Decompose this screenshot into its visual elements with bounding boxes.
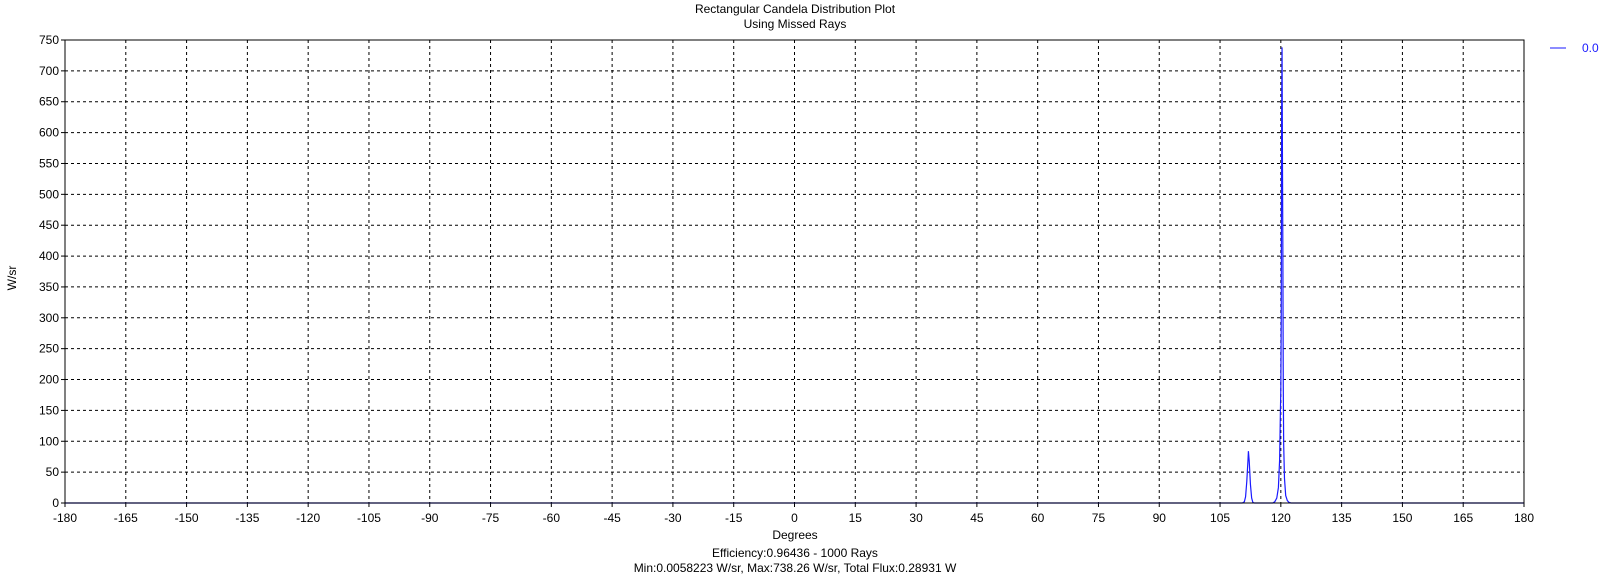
x-tick-label: 90 (1153, 511, 1167, 525)
plot-frame (64, 39, 1525, 504)
x-tick-label: 180 (1514, 511, 1534, 525)
series-line (65, 47, 1524, 504)
y-tick-label: 400 (39, 249, 59, 263)
x-tick-label: -120 (296, 511, 320, 525)
y-tick-label: 650 (39, 95, 59, 109)
x-tick-label: 15 (849, 511, 863, 525)
y-axis-label: W/sr (5, 266, 19, 291)
x-tick-label: -30 (664, 511, 682, 525)
y-tick-label: 500 (39, 187, 59, 201)
chart-subtitle: Using Missed Rays (744, 17, 847, 31)
legend-entry: 0.0 (1582, 41, 1599, 55)
chart-title: Rectangular Candela Distribution Plot (695, 2, 896, 16)
y-tick-label: 300 (39, 311, 59, 325)
x-tick-label: 105 (1210, 511, 1230, 525)
x-tick-label: -75 (482, 511, 500, 525)
y-tick-label: 700 (39, 64, 59, 78)
x-tick-label: -165 (114, 511, 138, 525)
x-tick-label: 120 (1271, 511, 1291, 525)
legend: 0.0 (1550, 41, 1599, 55)
flux-summary-text: Min:0.0058223 W/sr, Max:738.26 W/sr, Tot… (634, 561, 957, 575)
x-tick-label: -60 (543, 511, 561, 525)
grid-lines (65, 40, 1524, 503)
x-tick-label: 150 (1392, 511, 1412, 525)
efficiency-text: Efficiency:0.96436 - 1000 Rays (712, 546, 878, 560)
tick-labels: -180 -165 -150 -135 -120 -105 -90 -75 -60 -45 -30-… (39, 33, 1534, 525)
y-tick-label: 0 (52, 496, 59, 510)
x-tick-label: 60 (1031, 511, 1045, 525)
y-tick-label: 450 (39, 218, 59, 232)
x-axis-label: Degrees (772, 528, 817, 542)
x-tick-label: -45 (603, 511, 621, 525)
y-tick-label: 50 (46, 465, 60, 479)
series-layer (65, 47, 1524, 504)
x-tick-label: 75 (1092, 511, 1106, 525)
y-tick-label: 750 (39, 33, 59, 47)
y-tick-label: 550 (39, 156, 59, 170)
x-tick-label: -180 (53, 511, 77, 525)
x-tick-label: -90 (421, 511, 439, 525)
x-tick-label: 135 (1332, 511, 1352, 525)
x-tick-label: 0 (791, 511, 798, 525)
x-tick-label: 45 (970, 511, 984, 525)
x-tick-label: 165 (1453, 511, 1473, 525)
y-tick-label: 350 (39, 280, 59, 294)
x-tick-label: -150 (175, 511, 199, 525)
y-tick-label: 200 (39, 373, 59, 387)
x-tick-label: 30 (909, 511, 923, 525)
x-tick-label: -105 (357, 511, 381, 525)
y-tick-label: 600 (39, 126, 59, 140)
y-tick-label: 150 (39, 403, 59, 417)
y-tick-label: 250 (39, 342, 59, 356)
y-tick-label: 100 (39, 434, 59, 448)
x-tick-label: -135 (235, 511, 259, 525)
x-tick-label: -15 (725, 511, 743, 525)
